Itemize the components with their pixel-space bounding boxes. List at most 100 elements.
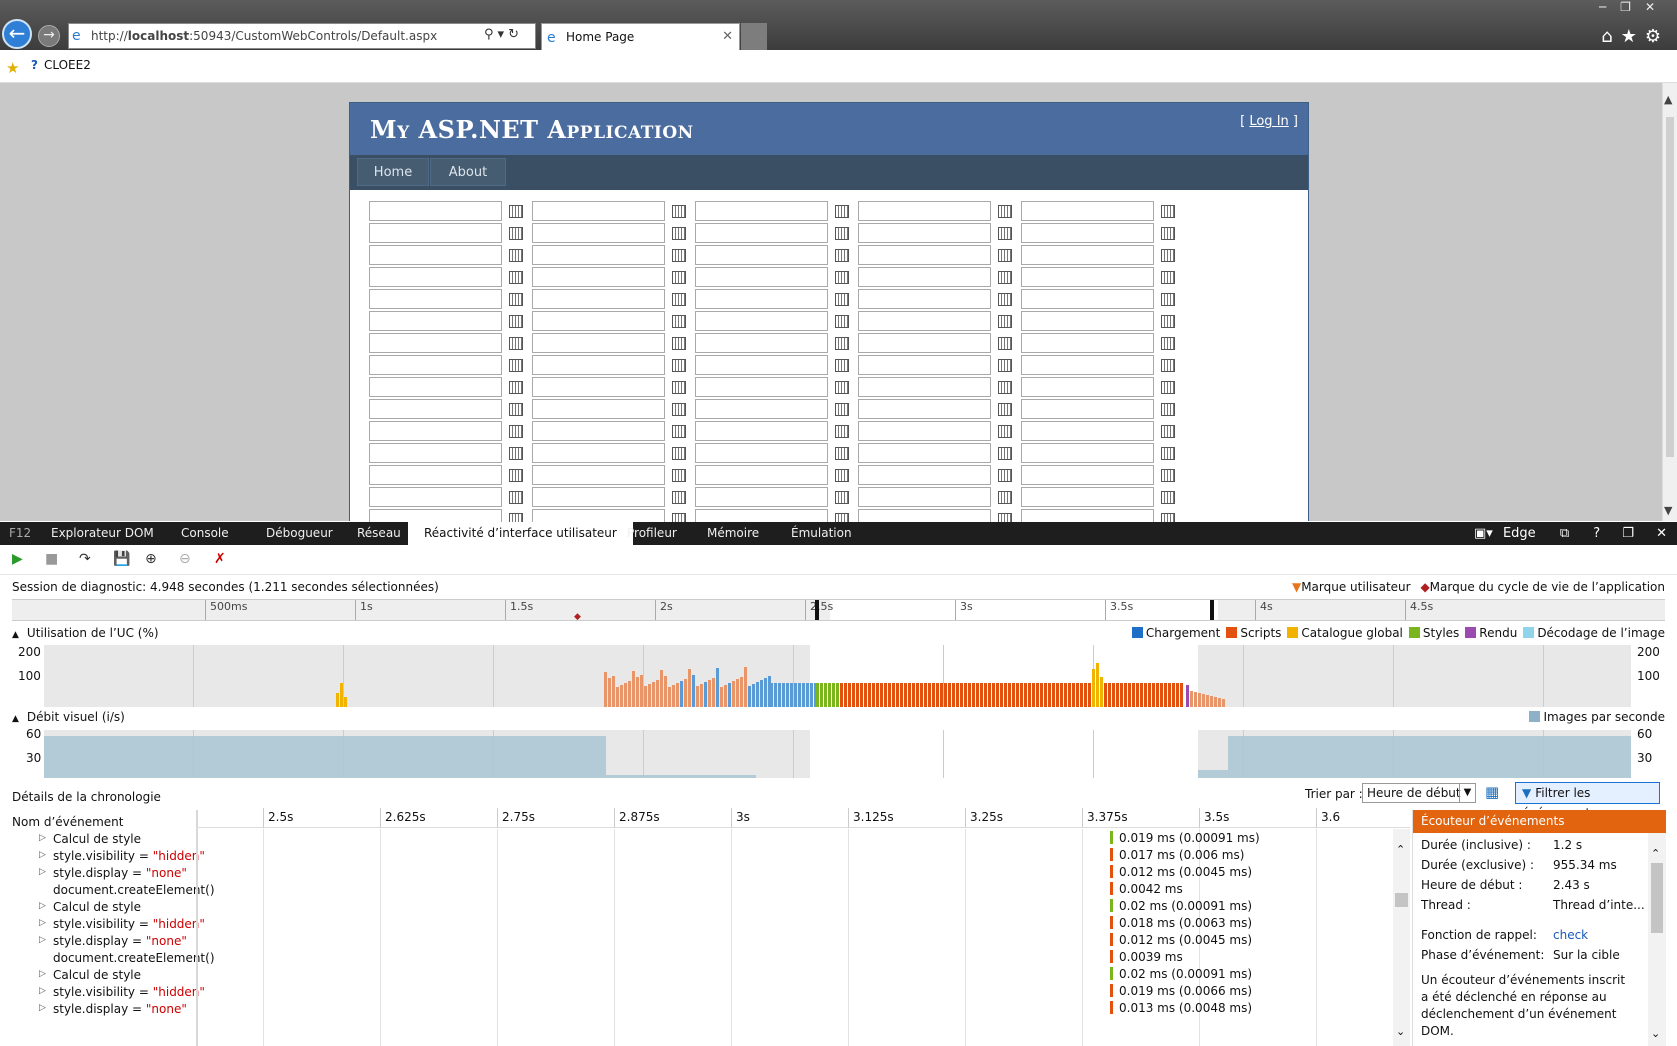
calendar-icon[interactable] [998,359,1012,372]
date-input[interactable] [1021,245,1154,265]
calendar-icon[interactable] [672,469,686,482]
calendar-icon[interactable] [1161,381,1175,394]
calendar-icon[interactable] [835,315,849,328]
event-row[interactable]: ▷ style.display = "none" [39,1002,187,1016]
calendar-icon[interactable] [835,227,849,240]
fps-chart[interactable] [44,730,1631,778]
panel-scrollbar[interactable]: ⌃ ⌄ [1648,833,1666,1046]
calendar-icon[interactable] [998,315,1012,328]
date-input[interactable] [532,377,665,397]
tab-debugger[interactable]: Débogueur [266,526,333,540]
favorite-link[interactable]: ? CLOEE2 [31,58,91,72]
clear-session-icon[interactable]: ✗ [214,551,226,567]
date-input[interactable] [695,201,828,221]
calendar-icon[interactable] [509,403,523,416]
calendar-icon[interactable] [509,491,523,504]
date-input[interactable] [369,355,502,375]
calendar-icon[interactable] [509,315,523,328]
selection-end-handle[interactable] [1210,600,1214,620]
calendar-icon[interactable] [835,469,849,482]
calendar-icon[interactable] [672,315,686,328]
calendar-icon[interactable] [998,403,1012,416]
expand-icon[interactable]: ▷ [39,918,46,928]
event-row[interactable]: ▷ style.visibility = "hidden" [39,985,205,999]
calendar-icon[interactable] [998,205,1012,218]
calendar-icon[interactable] [672,381,686,394]
expand-icon[interactable]: ▷ [39,850,46,860]
date-input[interactable] [695,267,828,287]
date-input[interactable] [532,399,665,419]
close-window-icon[interactable]: ✕ [1644,0,1669,14]
cpu-chart[interactable] [44,645,1631,707]
calendar-icon[interactable] [1161,403,1175,416]
calendar-icon[interactable] [1161,491,1175,504]
calendar-icon[interactable] [835,359,849,372]
date-input[interactable] [369,377,502,397]
help-icon[interactable]: ? [1593,526,1601,541]
scroll-thumb[interactable] [1666,117,1674,457]
event-row[interactable]: ▷ Calcul de style [39,900,141,914]
calendar-icon[interactable] [1161,205,1175,218]
tab-emulation[interactable]: Émulation [791,526,852,540]
date-input[interactable] [532,487,665,507]
search-icon[interactable]: ⚲ [484,27,498,42]
calendar-icon[interactable] [1161,293,1175,306]
date-input[interactable] [532,245,665,265]
event-row[interactable]: ▷ style.visibility = "hidden" [39,917,205,931]
tab-dom-explorer[interactable]: Explorateur DOM [51,526,154,540]
date-input[interactable] [695,377,828,397]
import-icon[interactable]: ↷ [79,551,91,567]
calendar-icon[interactable] [672,271,686,284]
date-input[interactable] [532,355,665,375]
collapse-icon[interactable]: ▲ [12,714,19,724]
date-input[interactable] [369,333,502,353]
calendar-icon[interactable] [998,469,1012,482]
undock-icon[interactable]: ❐ [1622,526,1634,541]
gear-icon[interactable]: ⚙ [1644,26,1669,47]
date-input[interactable] [858,421,991,441]
calendar-icon[interactable] [509,425,523,438]
date-input[interactable] [369,245,502,265]
calendar-icon[interactable] [1161,337,1175,350]
date-input[interactable] [369,421,502,441]
minimize-icon[interactable]: ─ [1598,0,1621,14]
date-input[interactable] [369,465,502,485]
tab-ui-responsiveness[interactable]: Réactivité d’interface utilisateur [408,522,633,545]
calendar-icon[interactable] [1161,249,1175,262]
calendar-icon[interactable] [998,293,1012,306]
event-duration[interactable]: 0.012 ms (0.0045 ms) [1110,865,1252,879]
event-duration[interactable]: 0.0039 ms [1110,950,1183,964]
date-input[interactable] [1021,311,1154,331]
back-button[interactable]: ← [2,19,32,49]
restore-icon[interactable]: ❐ [1620,0,1645,14]
date-input[interactable] [369,223,502,243]
date-input[interactable] [1021,377,1154,397]
scroll-down-icon[interactable]: ▼ [1664,504,1673,517]
date-input[interactable] [858,399,991,419]
fps-section-title[interactable]: ▲ Débit visuel (i/s) [12,710,125,724]
new-tab-button[interactable] [741,23,767,50]
close-tab-icon[interactable]: ✕ [722,29,733,44]
calendar-icon[interactable] [835,205,849,218]
date-input[interactable] [369,487,502,507]
date-input[interactable] [695,465,828,485]
ruler-selection[interactable] [830,600,1218,620]
favorites-star-icon[interactable]: ★ [1620,26,1645,47]
calendar-icon[interactable] [672,491,686,504]
calendar-icon[interactable] [998,337,1012,350]
browser-tools[interactable]: ⌂★⚙ [1601,26,1669,47]
calendar-icon[interactable] [835,425,849,438]
date-input[interactable] [1021,443,1154,463]
calendar-icon[interactable] [998,381,1012,394]
calendar-icon[interactable] [998,425,1012,438]
callback-link[interactable]: check [1553,928,1589,942]
timeline-scrollbar[interactable]: ⌃ ⌄ [1393,829,1410,1046]
date-input[interactable] [858,223,991,243]
browser-tab-home[interactable]: e Home Page ✕ [541,23,740,50]
calendar-icon[interactable] [672,249,686,262]
date-input[interactable] [695,487,828,507]
date-input[interactable] [858,487,991,507]
calendar-icon[interactable] [509,205,523,218]
date-input[interactable] [369,289,502,309]
date-input[interactable] [695,245,828,265]
